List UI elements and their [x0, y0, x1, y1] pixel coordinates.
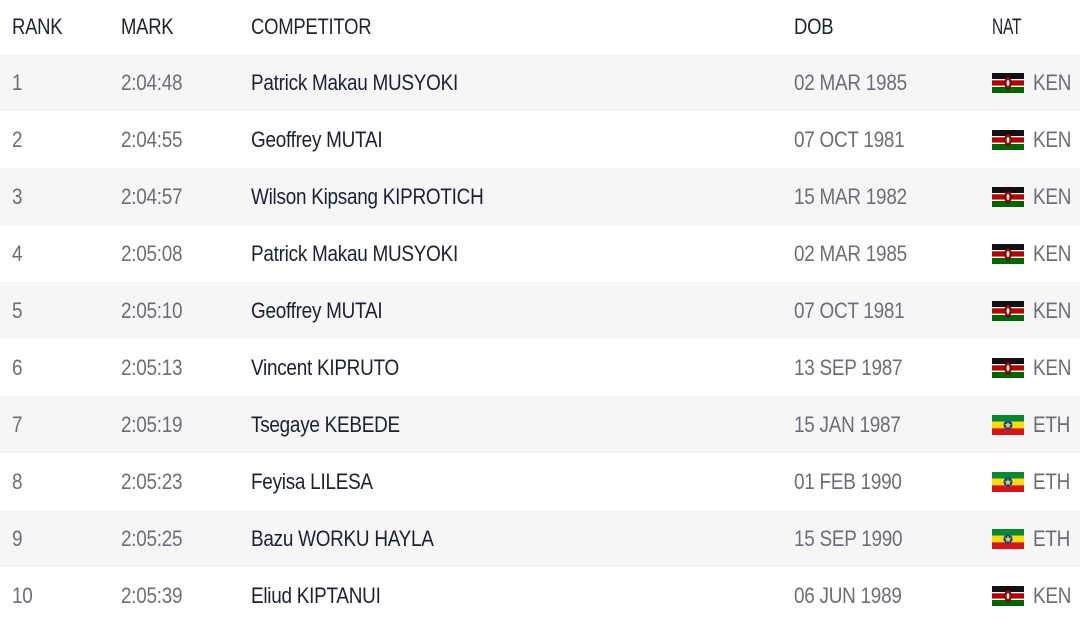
nat-code: KEN — [1033, 582, 1072, 608]
mark-cell: 2:05:13 — [121, 354, 183, 380]
table-row[interactable]: 9 2:05:25 Bazu WORKU HAYLA 15 SEP 1990 ETH — [0, 510, 1080, 567]
competitor-cell[interactable]: Patrick Makau MUSYOKI — [251, 240, 458, 266]
mark-cell: 2:04:57 — [121, 183, 183, 209]
competitor-cell[interactable]: Bazu WORKU HAYLA — [251, 525, 434, 551]
dob-cell: 02 MAR 1985 — [794, 69, 907, 95]
nat-cell: KEN — [992, 282, 1077, 339]
competitor-cell[interactable]: Tsegaye KEBEDE — [251, 411, 400, 437]
table-row[interactable]: 1 2:04:48 Patrick Makau MUSYOKI 02 MAR 1985… — [0, 54, 1080, 111]
table-row[interactable]: 10 2:05:39 Eliud KIPTANUI 06 JUN 1989 KEN — [0, 567, 1080, 624]
mark-cell: 2:05:39 — [121, 582, 183, 608]
mark-cell: 2:04:48 — [121, 69, 183, 95]
nat-code: KEN — [1033, 183, 1072, 209]
nat-cell: ETH — [992, 510, 1076, 567]
mark-cell: 2:05:10 — [121, 297, 183, 323]
header-dob[interactable]: DOB — [794, 14, 834, 39]
header-nat-label: NAT — [992, 14, 1022, 39]
nat-code: ETH — [1033, 525, 1071, 551]
mark-cell: 2:05:08 — [121, 240, 183, 266]
rank-cell: 10 — [12, 582, 33, 608]
header-nat[interactable]: NAT — [992, 0, 1027, 54]
mark-cell: 2:05:23 — [121, 468, 183, 494]
table-body: 1 2:04:48 Patrick Makau MUSYOKI 02 MAR 1985… — [0, 54, 1080, 624]
nat-cell: ETH — [992, 396, 1076, 453]
rank-cell: 3 — [12, 183, 23, 209]
rank-cell: 7 — [12, 411, 23, 437]
rank-cell: 6 — [12, 354, 23, 380]
rank-cell: 2 — [12, 126, 23, 152]
competitor-cell[interactable]: Geoffrey MUTAI — [251, 126, 383, 152]
mark-cell: 2:05:25 — [121, 525, 183, 551]
dob-cell: 02 MAR 1985 — [794, 240, 907, 266]
competitor-cell[interactable]: Wilson Kipsang KIPROTICH — [251, 183, 484, 209]
rank-cell: 4 — [12, 240, 23, 266]
rank-cell: 8 — [12, 468, 23, 494]
nat-code: ETH — [1033, 411, 1071, 437]
nat-cell: KEN — [992, 111, 1077, 168]
ethiopia-flag-icon — [992, 471, 1024, 492]
table-row[interactable]: 5 2:05:10 Geoffrey MUTAI 07 OCT 1981 KEN — [0, 282, 1080, 339]
kenya-flag-icon — [992, 300, 1024, 321]
ethiopia-flag-icon — [992, 414, 1024, 435]
dob-cell: 01 FEB 1990 — [794, 468, 902, 494]
table-header: RANK MARK COMPETITOR DOB NAT — [0, 0, 1080, 54]
nat-cell: ETH — [992, 453, 1076, 510]
kenya-flag-icon — [992, 243, 1024, 264]
kenya-flag-icon — [992, 72, 1024, 93]
nat-code: KEN — [1033, 126, 1072, 152]
table-row[interactable]: 8 2:05:23 Feyisa LILESA 01 FEB 1990 ETH — [0, 453, 1080, 510]
nat-cell: KEN — [992, 54, 1077, 111]
table-row[interactable]: 7 2:05:19 Tsegaye KEBEDE 15 JAN 1987 ETH — [0, 396, 1080, 453]
table-row[interactable]: 2 2:04:55 Geoffrey MUTAI 07 OCT 1981 KEN — [0, 111, 1080, 168]
nat-cell: KEN — [992, 225, 1077, 282]
nat-code: KEN — [1033, 297, 1072, 323]
nat-code: KEN — [1033, 69, 1072, 95]
nat-code: KEN — [1033, 354, 1072, 380]
nat-cell: KEN — [992, 339, 1077, 396]
header-competitor[interactable]: COMPETITOR — [251, 14, 372, 39]
ethiopia-flag-icon — [992, 528, 1024, 549]
kenya-flag-icon — [992, 186, 1024, 207]
competitor-cell[interactable]: Geoffrey MUTAI — [251, 297, 383, 323]
table-row[interactable]: 6 2:05:13 Vincent KIPRUTO 13 SEP 1987 KEN — [0, 339, 1080, 396]
competitor-cell[interactable]: Feyisa LILESA — [251, 468, 373, 494]
nat-cell: KEN — [992, 168, 1077, 225]
competitor-cell[interactable]: Vincent KIPRUTO — [251, 354, 399, 380]
dob-cell: 15 JAN 1987 — [794, 411, 901, 437]
dob-cell: 07 OCT 1981 — [794, 297, 905, 323]
header-rank[interactable]: RANK — [12, 14, 63, 39]
mark-cell: 2:05:19 — [121, 411, 183, 437]
kenya-flag-icon — [992, 585, 1024, 606]
table-row[interactable]: 3 2:04:57 Wilson Kipsang KIPROTICH 15 MAR 1… — [0, 168, 1080, 225]
dob-cell: 15 SEP 1990 — [794, 525, 903, 551]
nat-cell: KEN — [992, 567, 1077, 624]
mark-cell: 2:04:55 — [121, 126, 183, 152]
dob-cell: 06 JUN 1989 — [794, 582, 902, 608]
dob-cell: 07 OCT 1981 — [794, 126, 905, 152]
dob-cell: 15 MAR 1982 — [794, 183, 907, 209]
competitor-cell[interactable]: Eliud KIPTANUI — [251, 582, 381, 608]
kenya-flag-icon — [992, 357, 1024, 378]
table-row[interactable]: 4 2:05:08 Patrick Makau MUSYOKI 02 MAR 1985… — [0, 225, 1080, 282]
competitor-cell[interactable]: Patrick Makau MUSYOKI — [251, 69, 458, 95]
rank-cell: 1 — [12, 69, 23, 95]
nat-code: KEN — [1033, 240, 1072, 266]
rank-cell: 9 — [12, 525, 23, 551]
rank-cell: 5 — [12, 297, 23, 323]
dob-cell: 13 SEP 1987 — [794, 354, 903, 380]
nat-code: ETH — [1033, 468, 1071, 494]
header-mark[interactable]: MARK — [121, 14, 174, 39]
kenya-flag-icon — [992, 129, 1024, 150]
